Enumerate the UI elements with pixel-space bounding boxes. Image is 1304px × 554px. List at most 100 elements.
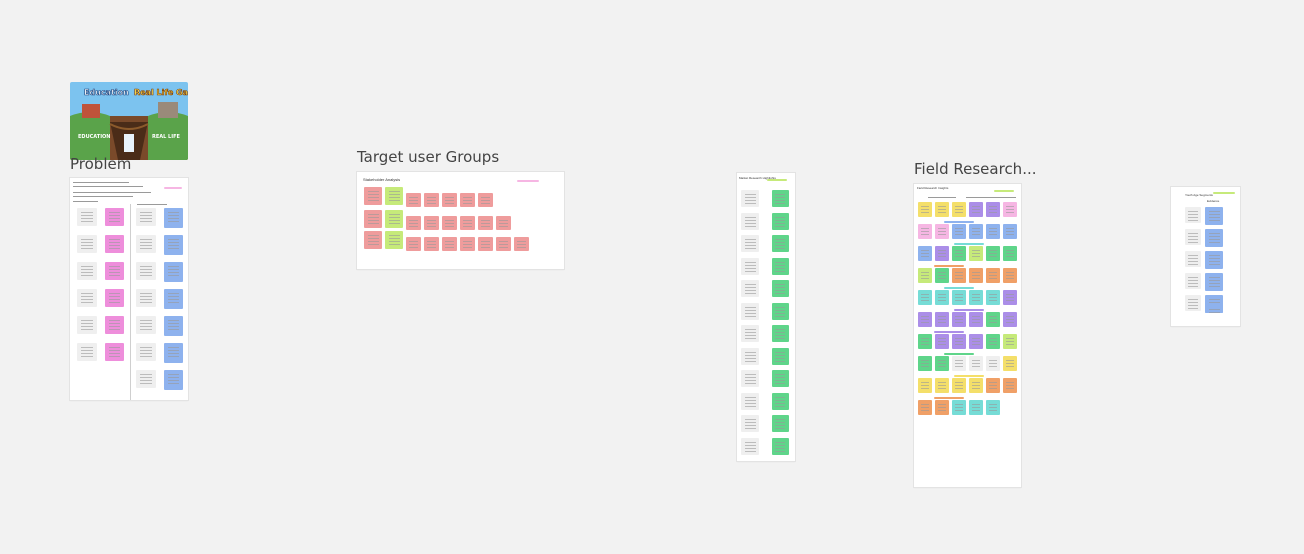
target-note-red[interactable] bbox=[460, 193, 475, 207]
field-note[interactable] bbox=[1003, 202, 1017, 217]
frame-field-research[interactable]: Field Research Insights bbox=[914, 184, 1021, 487]
field-note[interactable] bbox=[918, 268, 932, 283]
small-note-blue[interactable] bbox=[1205, 305, 1223, 313]
target-note-red[interactable] bbox=[424, 193, 439, 207]
education-gap-image[interactable]: Education Real Life Gap EDUCATION REAL L… bbox=[70, 82, 188, 160]
field-note[interactable] bbox=[935, 268, 949, 283]
field-note[interactable] bbox=[918, 224, 932, 239]
field-note[interactable] bbox=[1003, 356, 1017, 371]
field-note[interactable] bbox=[969, 246, 983, 261]
field-note[interactable] bbox=[986, 290, 1000, 305]
problem-note-blue[interactable] bbox=[164, 370, 183, 390]
field-note[interactable] bbox=[935, 202, 949, 217]
field-note[interactable] bbox=[986, 224, 1000, 239]
problem-note-pink[interactable] bbox=[105, 262, 124, 280]
target-note-red[interactable] bbox=[442, 216, 457, 230]
problem-note-blue[interactable] bbox=[164, 262, 183, 282]
target-note-red[interactable] bbox=[364, 187, 382, 205]
field-note[interactable] bbox=[952, 224, 966, 239]
field-note[interactable] bbox=[969, 378, 983, 393]
problem-note[interactable] bbox=[136, 262, 156, 280]
problem-note[interactable] bbox=[136, 370, 156, 388]
field-note[interactable] bbox=[935, 378, 949, 393]
field-note[interactable] bbox=[1003, 290, 1017, 305]
mini-note-green[interactable] bbox=[772, 235, 789, 252]
small-note-blue[interactable] bbox=[1205, 273, 1223, 291]
field-note[interactable] bbox=[952, 334, 966, 349]
mini-note-green[interactable] bbox=[772, 280, 789, 297]
target-note-green[interactable] bbox=[385, 231, 403, 249]
small-note-blue[interactable] bbox=[1205, 229, 1223, 247]
mini-note-green[interactable] bbox=[772, 347, 789, 365]
target-note-red[interactable] bbox=[424, 216, 439, 230]
problem-note-pink[interactable] bbox=[105, 343, 124, 361]
target-note-red[interactable] bbox=[460, 216, 475, 230]
field-note[interactable] bbox=[952, 246, 966, 261]
target-note-red[interactable] bbox=[442, 193, 457, 207]
problem-note-blue[interactable] bbox=[164, 316, 183, 336]
problem-note[interactable] bbox=[136, 235, 156, 253]
mini-note[interactable] bbox=[741, 392, 759, 410]
problem-note-blue[interactable] bbox=[164, 235, 183, 255]
mini-note-green[interactable] bbox=[772, 212, 789, 230]
target-note-red[interactable] bbox=[496, 237, 511, 251]
frame-market-research[interactable]: Market Research Highlights bbox=[737, 173, 795, 461]
small-note[interactable] bbox=[1185, 229, 1201, 245]
mini-note[interactable] bbox=[741, 280, 759, 297]
mini-note-green[interactable] bbox=[772, 392, 789, 410]
field-note[interactable] bbox=[969, 334, 983, 349]
mini-note[interactable] bbox=[741, 302, 759, 320]
problem-note-pink[interactable] bbox=[105, 208, 124, 226]
field-note[interactable] bbox=[969, 224, 983, 239]
target-note-red[interactable] bbox=[478, 193, 493, 207]
field-note[interactable] bbox=[918, 246, 932, 261]
problem-note[interactable] bbox=[77, 235, 97, 253]
mini-note[interactable] bbox=[741, 212, 759, 230]
problem-note-pink[interactable] bbox=[105, 289, 124, 307]
field-note[interactable] bbox=[935, 334, 949, 349]
field-note[interactable] bbox=[935, 246, 949, 261]
field-note[interactable] bbox=[969, 202, 983, 217]
target-note-green[interactable] bbox=[385, 210, 403, 228]
problem-note-pink[interactable] bbox=[105, 316, 124, 334]
field-note[interactable] bbox=[952, 290, 966, 305]
field-note[interactable] bbox=[935, 290, 949, 305]
problem-note-blue[interactable] bbox=[164, 343, 183, 363]
problem-note[interactable] bbox=[136, 289, 156, 307]
problem-note[interactable] bbox=[136, 343, 156, 361]
mini-note[interactable] bbox=[741, 370, 759, 387]
target-note-red[interactable] bbox=[460, 237, 475, 251]
mini-note-green[interactable] bbox=[772, 190, 789, 207]
field-note[interactable] bbox=[918, 400, 932, 415]
problem-note-blue[interactable] bbox=[164, 289, 183, 309]
field-note[interactable] bbox=[952, 268, 966, 283]
problem-note-pink[interactable] bbox=[105, 235, 124, 253]
mini-note-green[interactable] bbox=[772, 302, 789, 320]
target-note-red[interactable] bbox=[364, 231, 382, 249]
field-note[interactable] bbox=[952, 202, 966, 217]
problem-note[interactable] bbox=[136, 208, 156, 226]
field-note[interactable] bbox=[986, 268, 1000, 283]
problem-note[interactable] bbox=[77, 289, 97, 307]
field-note[interactable] bbox=[918, 202, 932, 217]
mini-note[interactable] bbox=[741, 190, 759, 207]
frame-title-problem[interactable]: Problem bbox=[70, 155, 132, 173]
field-note[interactable] bbox=[935, 356, 949, 371]
frame-problem[interactable] bbox=[70, 178, 188, 400]
small-note[interactable] bbox=[1185, 295, 1201, 311]
mini-note-green[interactable] bbox=[772, 415, 789, 432]
problem-note-blue[interactable] bbox=[164, 208, 183, 228]
field-note[interactable] bbox=[1003, 224, 1017, 239]
mini-note[interactable] bbox=[741, 347, 759, 365]
mini-note[interactable] bbox=[741, 235, 759, 252]
field-note[interactable] bbox=[986, 312, 1000, 327]
field-note[interactable] bbox=[986, 202, 1000, 217]
frame-title-target-user-groups[interactable]: Target user Groups bbox=[357, 148, 500, 166]
field-note[interactable] bbox=[935, 400, 949, 415]
field-note[interactable] bbox=[969, 400, 983, 415]
target-note-red[interactable] bbox=[514, 237, 529, 251]
target-note-red[interactable] bbox=[478, 237, 493, 251]
target-note-red[interactable] bbox=[478, 216, 493, 230]
field-note[interactable] bbox=[952, 356, 966, 371]
